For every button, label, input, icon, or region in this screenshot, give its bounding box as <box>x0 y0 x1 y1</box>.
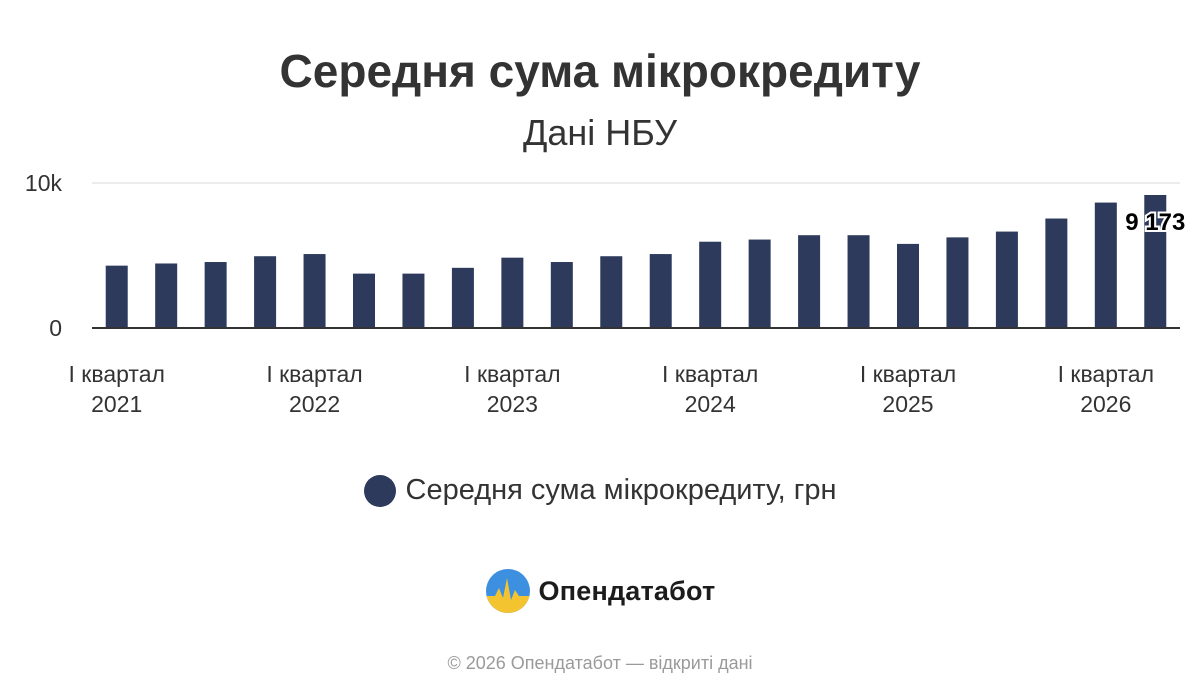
bar <box>1094 202 1117 328</box>
bar <box>501 257 524 328</box>
bar <box>254 256 277 328</box>
opendatabot-logo-icon <box>485 569 530 613</box>
bar <box>798 235 821 328</box>
x-tick-label: І квартал 2022 <box>266 361 362 417</box>
bar <box>451 267 474 328</box>
bar <box>105 265 128 328</box>
chart-subtitle: Дані НБУ <box>523 112 677 153</box>
x-tick-label: І квартал 2023 <box>464 361 560 417</box>
legend[interactable]: Середня сума мікрокредиту, грн <box>0 474 1200 507</box>
bar-chart: 0 10k І квартал 2021 І квартал 2022 І квартал 2… <box>25 170 1187 417</box>
bar <box>1045 218 1068 328</box>
bar <box>847 235 870 328</box>
bar <box>1144 194 1167 328</box>
bar <box>995 231 1018 328</box>
bar <box>303 254 326 328</box>
bar <box>204 262 227 328</box>
x-tick-label: І квартал 2026 <box>1058 361 1154 417</box>
legend-label: Середня сума мікрокредиту, грн <box>405 474 837 506</box>
y-tick-label: 0 <box>49 315 62 341</box>
x-tick-label: І квартал 2021 <box>69 361 165 417</box>
x-tick-label: І квартал 2024 <box>662 361 758 417</box>
bar <box>946 237 969 328</box>
y-tick-label: 10k <box>25 170 63 196</box>
data-label: 9 173 <box>1125 209 1185 236</box>
brand-name: Опендатабот <box>538 575 716 606</box>
chart-title: Середня сума мікрокредиту <box>279 45 921 97</box>
bar <box>748 239 771 328</box>
bar <box>699 241 722 328</box>
bar <box>550 262 573 328</box>
bar <box>600 256 623 328</box>
legend-marker <box>363 474 396 507</box>
bar <box>897 243 919 328</box>
brand: Опендатабот <box>0 568 1200 614</box>
x-tick-label: І квартал 2025 <box>860 361 956 417</box>
bar <box>155 263 178 328</box>
bar <box>353 273 375 328</box>
bar <box>649 254 672 328</box>
bar <box>402 273 425 328</box>
footer-copyright: © 2026 Опендатабот — відкриті дані <box>447 653 753 673</box>
